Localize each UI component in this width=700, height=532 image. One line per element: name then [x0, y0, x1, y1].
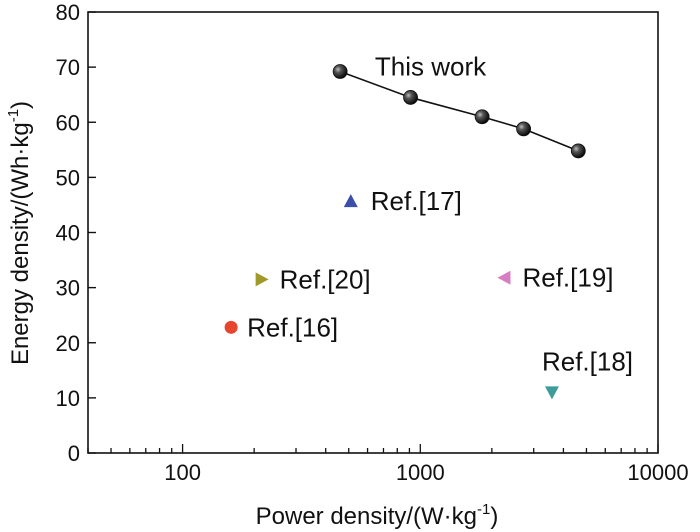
y-tick-label: 60: [56, 110, 80, 135]
y-tick-label: 30: [56, 276, 80, 301]
x-tick-label: 10000: [627, 460, 688, 485]
y-axis-title-end: ): [7, 101, 34, 109]
ref-20-point: [255, 272, 269, 287]
ref-16-label: Ref.[16]: [247, 312, 338, 342]
y-tick-label: 40: [56, 221, 80, 246]
ref-19-point: [497, 270, 511, 285]
y-tick-label: 0: [68, 441, 80, 466]
plot-frame: [87, 11, 659, 454]
x-axis-title-end: ): [490, 503, 498, 530]
x-axis-ticks: 100 1000 10000: [87, 444, 689, 485]
y-tick-label: 10: [56, 386, 80, 411]
this-work-point: [474, 109, 490, 125]
this-work-label: This work: [375, 51, 487, 81]
y-tick-label: 20: [56, 331, 80, 356]
x-axis-title: Power density/(W·kg-1): [256, 501, 499, 530]
y-tick-label: 80: [56, 0, 80, 25]
y-axis-title: Energy density/(Wh·kg-1): [5, 101, 34, 365]
this-work-point: [516, 121, 531, 137]
y-axis-ticks: 0 10 20 30 40 50 60 70 80: [56, 0, 96, 466]
this-work-point: [570, 143, 586, 159]
series-layer: [224, 64, 586, 400]
ref-16-point: [224, 320, 238, 334]
this-work-point: [332, 64, 348, 79]
y-tick-label: 50: [56, 165, 80, 190]
ref-17-point: [343, 194, 358, 208]
annotation-layer: This work Ref.[17] Ref.[20] Ref.[19] Ref.[16…: [247, 51, 633, 376]
x-axis-title-main: Power density/(W·kg: [256, 503, 477, 530]
ref-17-label: Ref.[17]: [371, 186, 462, 216]
ref-18-label: Ref.[18]: [542, 346, 633, 376]
y-axis-title-main: Energy density/(Wh·kg: [7, 122, 34, 365]
this-work-point: [403, 90, 418, 105]
this-work-line: [339, 70, 579, 152]
x-axis-title-sup: -1: [477, 501, 490, 518]
ref-19-label: Ref.[19]: [522, 263, 613, 293]
ref-18-point: [544, 386, 559, 400]
x-tick-label: 1000: [396, 460, 445, 485]
y-axis-title-sup: -1: [5, 109, 22, 122]
ref-20-label: Ref.[20]: [280, 264, 371, 294]
y-tick-label: 70: [56, 55, 80, 80]
x-tick-label: 100: [164, 460, 201, 485]
